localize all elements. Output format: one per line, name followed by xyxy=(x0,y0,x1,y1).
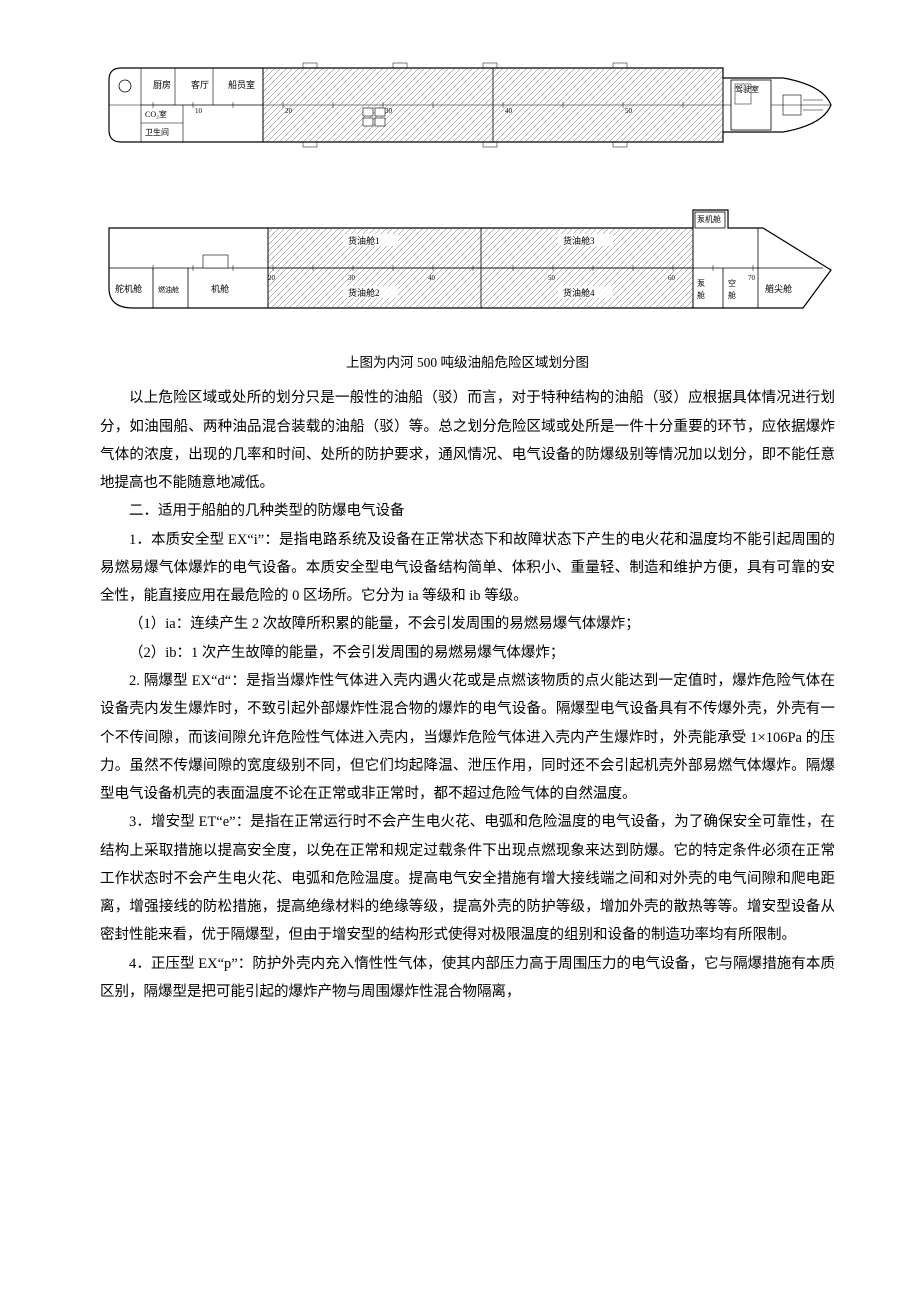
svg-text:50: 50 xyxy=(625,107,633,115)
label-toilet: 卫生间 xyxy=(145,127,169,137)
svg-text:10: 10 xyxy=(195,107,203,115)
ship-diagram-top: 10 20 30 40 50 厨房 客厅 船员室 CO₂室 卫生间 驾驶室 xyxy=(103,60,833,150)
label-tank3: 货油舱3 xyxy=(563,235,595,246)
label-kitchen: 厨房 xyxy=(153,79,171,90)
label-rudder: 舵机舱 xyxy=(115,283,142,294)
svg-text:20: 20 xyxy=(285,107,293,115)
paragraph-type-i: 1．本质安全型 EX“i”：是指电路系统及设备在正常状态下和故障状态下产生的电火… xyxy=(100,526,835,611)
svg-text:70: 70 xyxy=(748,274,756,282)
paragraph-type-e: 3．增安型 ET“e”：是指在正常运行时不会产生电火花、电弧和危险温度的电气设备… xyxy=(100,808,835,949)
svg-text:30: 30 xyxy=(385,107,393,115)
label-co2: CO₂室 xyxy=(145,109,167,119)
paragraph-ia: （1）ia：连续产生 2 次故障所积累的能量，不会引发周围的易燃易爆气体爆炸； xyxy=(100,610,835,638)
paragraph-type-d: 2. 隔爆型 EX“d“：是指当爆炸性气体进入壳内遇火花或是点燃该物质的点火能达… xyxy=(100,667,835,808)
label-pumproom-top: 泵机舱 xyxy=(697,214,721,224)
paragraph-type-p: 4．正压型 EX“p”：防护外壳内充入惰性性气体，使其内部压力高于周围压力的电气… xyxy=(100,950,835,1007)
label-void: 空 xyxy=(728,278,736,288)
label-tank2: 货油舱2 xyxy=(348,287,380,298)
label-crew: 船员室 xyxy=(228,79,255,90)
label-engine: 机舱 xyxy=(211,283,229,294)
label-pump: 泵 xyxy=(697,279,705,288)
diagram-caption: 上图为内河 500 吨级油船危险区域划分图 xyxy=(100,350,835,376)
ship-diagram-side: 20 30 40 50 60 70 舵机舱 燃油舱 机舱 货油舱1 货油舱2 货… xyxy=(103,200,833,320)
label-tank1: 货油舱1 xyxy=(348,235,380,246)
label-forepeak: 艏尖舱 xyxy=(765,283,792,294)
svg-text:舱: 舱 xyxy=(728,290,736,300)
svg-text:舱: 舱 xyxy=(697,290,705,300)
paragraph-intro: 以上危险区域或处所的划分只是一般性的油船（驳）而言，对于特种结构的油船（驳）应根… xyxy=(100,384,835,497)
label-living: 客厅 xyxy=(191,79,209,90)
svg-text:40: 40 xyxy=(505,107,513,115)
label-fuel: 燃油舱 xyxy=(158,285,179,294)
label-tank4: 货油舱4 xyxy=(563,287,595,298)
paragraph-ib: （2）ib：1 次产生故障的能量，不会引发周围的易燃易爆气体爆炸； xyxy=(100,639,835,667)
label-bridge: 驾驶室 xyxy=(735,84,759,94)
section-2-title: 二．适用于船舶的几种类型的防爆电气设备 xyxy=(100,497,835,525)
